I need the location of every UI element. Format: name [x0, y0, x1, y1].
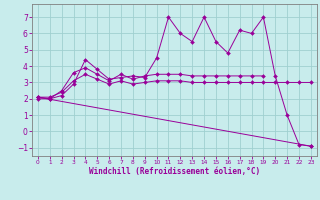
X-axis label: Windchill (Refroidissement éolien,°C): Windchill (Refroidissement éolien,°C) [89, 167, 260, 176]
